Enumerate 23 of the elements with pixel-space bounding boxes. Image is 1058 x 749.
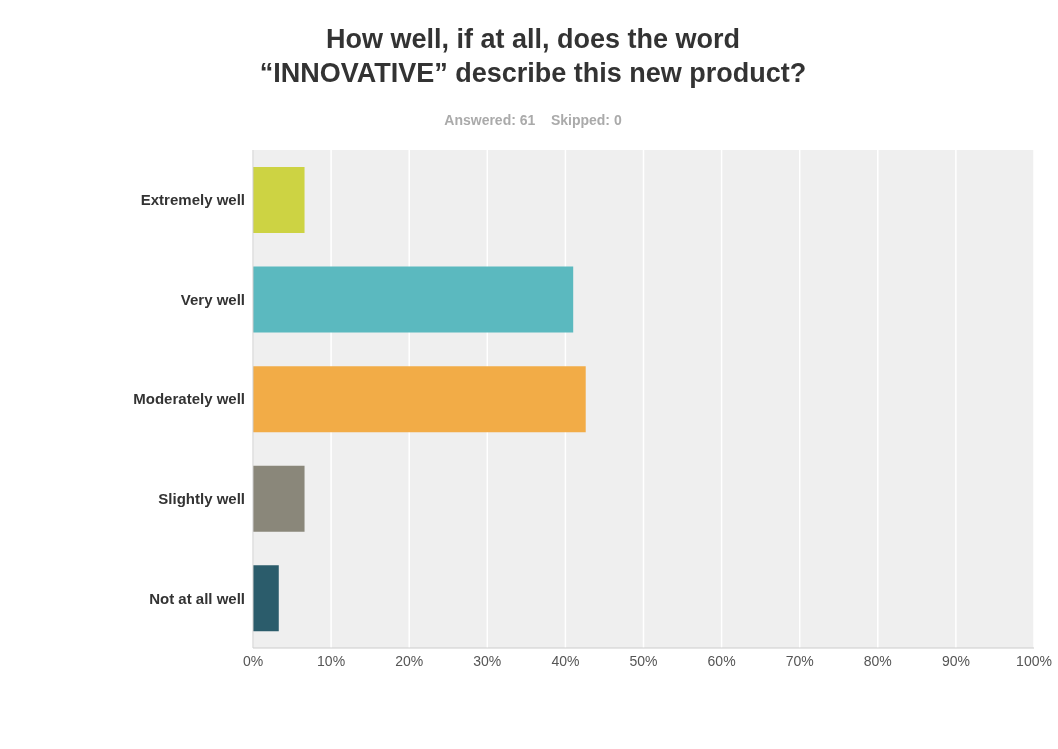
bar <box>253 366 586 433</box>
x-tick-label: 10% <box>317 652 346 669</box>
bar <box>253 166 305 233</box>
y-tick-label: Moderately well <box>133 390 245 408</box>
bar <box>253 465 305 532</box>
x-tick-label: 60% <box>707 652 736 669</box>
chart-subtitle: Answered: 61 Skipped: 0 <box>443 112 623 128</box>
x-tick-label: 30% <box>473 652 502 669</box>
x-tick-label: 0% <box>242 652 264 669</box>
y-tick-label: Slightly well <box>158 489 245 507</box>
x-tick-label: 80% <box>863 652 892 669</box>
y-tick-label: Very well <box>180 290 245 308</box>
x-tick-label: 50% <box>629 652 658 669</box>
bar <box>253 565 279 632</box>
y-tick-label: Extremely well <box>140 191 245 209</box>
x-tick-label: 20% <box>395 652 424 669</box>
bar <box>253 266 574 333</box>
x-tick-label: 100% <box>1016 652 1052 669</box>
x-tick-label: 70% <box>785 652 814 669</box>
y-tick-label: Not at all well <box>149 589 245 607</box>
x-tick-label: 90% <box>941 652 970 669</box>
x-tick-label: 40% <box>551 652 580 669</box>
chart-title: How well, if at all, does the word “INNOVATIVE” describe this new product? <box>258 23 808 90</box>
